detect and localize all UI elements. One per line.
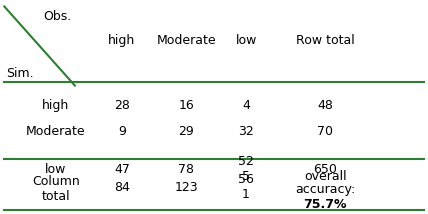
Text: 29: 29 [178, 125, 194, 138]
Text: 650: 650 [313, 163, 337, 175]
Text: 48: 48 [317, 100, 333, 112]
Text: Obs.: Obs. [44, 10, 72, 23]
Text: 52
5: 52 5 [238, 155, 254, 183]
Text: 84: 84 [114, 181, 130, 194]
Text: overall: overall [304, 170, 347, 183]
Text: 9: 9 [118, 125, 126, 138]
Text: 4: 4 [242, 100, 250, 112]
Text: 16: 16 [178, 100, 194, 112]
Text: 78: 78 [178, 163, 194, 175]
Text: 47: 47 [114, 163, 130, 175]
Text: 32: 32 [238, 125, 254, 138]
Text: low: low [235, 34, 257, 47]
Text: Moderate: Moderate [156, 34, 216, 47]
Text: Moderate: Moderate [26, 125, 86, 138]
Text: 56
1: 56 1 [238, 173, 254, 201]
Text: 70: 70 [317, 125, 333, 138]
Text: Row total: Row total [296, 34, 355, 47]
Text: low: low [45, 163, 66, 175]
Text: 123: 123 [174, 181, 198, 194]
Text: 75.7%: 75.7% [303, 198, 347, 211]
Text: 28: 28 [114, 100, 130, 112]
Text: high: high [42, 100, 69, 112]
Text: high: high [108, 34, 136, 47]
Text: Sim.: Sim. [6, 67, 34, 80]
Text: Column
total: Column total [32, 175, 80, 203]
Text: accuracy:: accuracy: [295, 183, 355, 196]
